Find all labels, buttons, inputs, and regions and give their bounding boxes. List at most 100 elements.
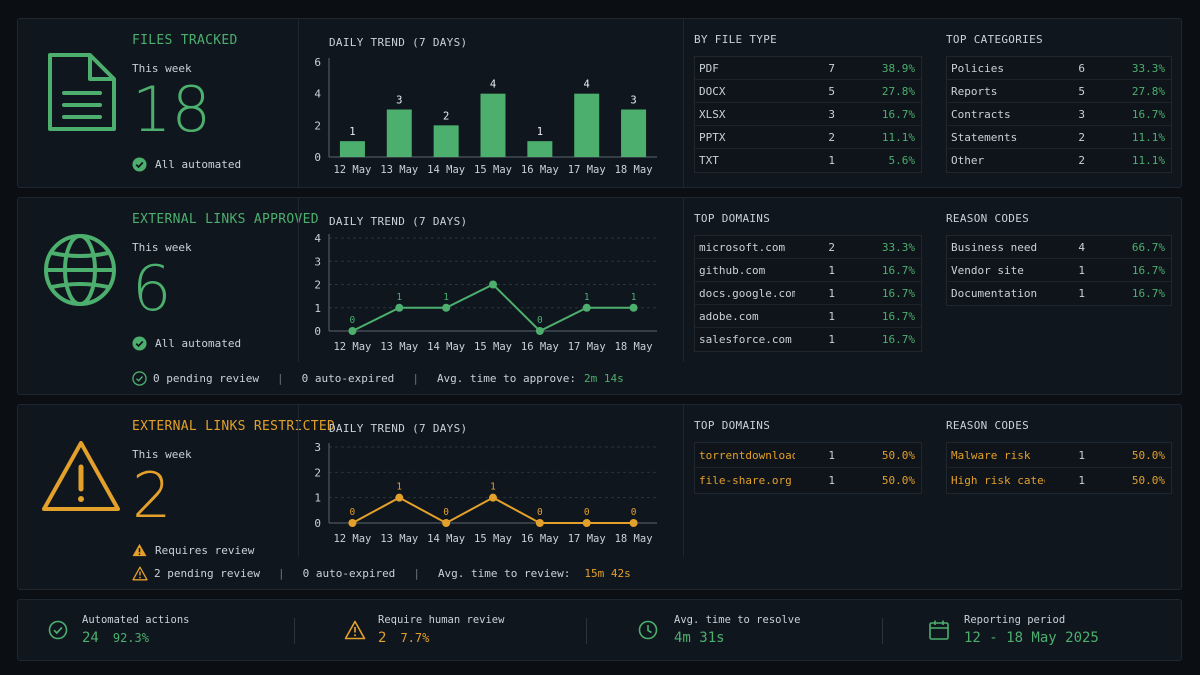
automated-label: Automated actions [82, 614, 190, 626]
x-tick-label: 12 May [333, 533, 371, 545]
data-point [535, 327, 544, 335]
table-row: microsoft.com 2 33.3% [695, 236, 921, 259]
summary-resolve: Avg. time to resolve 4m 31s [586, 600, 800, 660]
x-tick-label: 15 May [474, 341, 512, 353]
warning-icon [42, 441, 120, 511]
files-note-text: All automated [155, 158, 242, 171]
row-percent: 50.0% [1131, 448, 1165, 462]
row-name: Other [951, 154, 985, 167]
x-tick-label: 14 May [427, 341, 465, 353]
restricted-avg-label: Avg. time to review: [437, 567, 571, 580]
data-point [348, 519, 357, 527]
restricted-reasons-table: REASON CODES Malware risk 1 50.0% High risk… [946, 419, 1172, 494]
row-percent: 66.7% [1131, 240, 1165, 254]
approved-domains-title: TOP DOMAINS [694, 212, 771, 225]
data-point [489, 280, 497, 289]
row-name: Business need [951, 240, 1038, 254]
table-row: file-share.org 1 50.0% [695, 468, 921, 493]
data-point [442, 519, 451, 527]
calendar-icon [929, 620, 949, 640]
restricted-note: Requires review [132, 543, 302, 557]
x-tick-label: 16 May [521, 164, 559, 176]
approved-value: 6 [132, 252, 172, 325]
row-name: TXT [699, 154, 719, 167]
row-percent: 16.7% [881, 333, 915, 346]
x-tick-label: 13 May [380, 533, 418, 545]
y-tick-label: 0 [314, 517, 321, 530]
row-count: 1 [828, 286, 835, 300]
row-count: 1 [828, 154, 835, 167]
data-point [442, 303, 451, 312]
restricted-kpi: EXTERNAL LINKS RESTRICTED This week 2 Re… [132, 419, 335, 557]
x-tick-label: 14 May [427, 533, 465, 545]
row-name: salesforce.com [699, 333, 792, 346]
data-label: 1 [396, 292, 402, 303]
data-label: 0 [537, 315, 543, 326]
x-tick-label: 13 May [380, 341, 418, 353]
row-name: github.com [699, 263, 766, 277]
restricted-domains-title: TOP DOMAINS [694, 419, 771, 432]
document-icon [48, 53, 116, 131]
bar [339, 141, 365, 157]
row-name: XLSX [699, 107, 726, 121]
table-row: PDF 7 38.9% [695, 57, 921, 80]
row-name[interactable]: torrentdownload.com [699, 448, 795, 462]
row-name: Reports [951, 84, 998, 98]
warning-outline-icon [132, 566, 148, 581]
row-name: Contracts [951, 107, 1011, 121]
data-label: 0 [537, 507, 543, 518]
x-tick-label: 18 May [615, 341, 653, 353]
bar [574, 93, 600, 157]
restricted-sub: This week [132, 448, 192, 461]
row-name[interactable]: Malware risk [951, 448, 1031, 462]
row-count: 5 [1078, 84, 1085, 98]
files-note: All automated [132, 157, 302, 172]
restricted-domains-table: TOP DOMAINS torrentdownload.com150.0%fil… [694, 419, 922, 494]
table-row: Contracts 3 16.7% [947, 103, 1171, 126]
warning-outline-icon [344, 620, 366, 640]
row-percent: 16.7% [881, 286, 915, 300]
x-tick-label: 12 May [333, 164, 371, 176]
row-count: 2 [1078, 130, 1085, 144]
row-percent: 16.7% [1131, 107, 1165, 121]
data-label: 1 [584, 292, 590, 303]
x-tick-label: 12 May [333, 341, 371, 353]
row-count: 1 [828, 448, 835, 462]
y-tick-label: 0 [314, 151, 321, 164]
restricted-expired: 0 auto-expired [302, 567, 396, 580]
period-value: 12 - 18 May 2025 [964, 630, 1099, 646]
row-count: 5 [828, 84, 835, 98]
x-tick-label: 17 May [568, 164, 606, 176]
row-percent: 50.0% [1131, 474, 1165, 487]
row-name: Documentation [951, 287, 1038, 300]
row-percent: 5.6% [888, 154, 916, 167]
approved-chart: DAILY TREND (7 DAYS) 0 1 2 3 4 12 May 13 May 14… [298, 198, 684, 362]
row-name[interactable]: file-share.org [699, 474, 792, 487]
x-tick-label: 16 May [521, 533, 559, 545]
table-row: DOCX 5 27.8% [695, 80, 921, 103]
row-count: 7 [828, 61, 835, 75]
data-point [489, 493, 497, 502]
row-count: 2 [828, 130, 835, 144]
y-tick-label: 0 [314, 325, 321, 338]
x-tick-label: 17 May [568, 533, 606, 545]
row-name[interactable]: High risk category [951, 474, 1045, 487]
row-name: microsoft.com [699, 240, 786, 254]
table-row: Other 2 11.1% [947, 149, 1171, 172]
bar [621, 109, 647, 157]
row-count: 1 [1078, 287, 1085, 300]
restricted-avg-value: 15m 42s [584, 567, 631, 580]
table-row: adobe.com 1 16.7% [695, 305, 921, 328]
data-point [395, 493, 404, 502]
files-tracked-panel: FILES TRACKED This week 18 All automated… [17, 18, 1182, 188]
approved-note-text: All automated [155, 337, 242, 350]
data-point [348, 327, 357, 335]
x-tick-label: 16 May [521, 341, 559, 353]
automated-pct: 92.3% [112, 631, 149, 645]
row-percent: 16.7% [881, 263, 915, 277]
table-row: Vendor site 1 16.7% [947, 259, 1171, 282]
resolve-label: Avg. time to resolve [674, 614, 801, 626]
approved-kpi: EXTERNAL LINKS APPROVED This week 6 All … [132, 212, 319, 351]
table-row: Documentation 1 16.7% [947, 282, 1171, 305]
data-label: 1 [349, 126, 355, 138]
